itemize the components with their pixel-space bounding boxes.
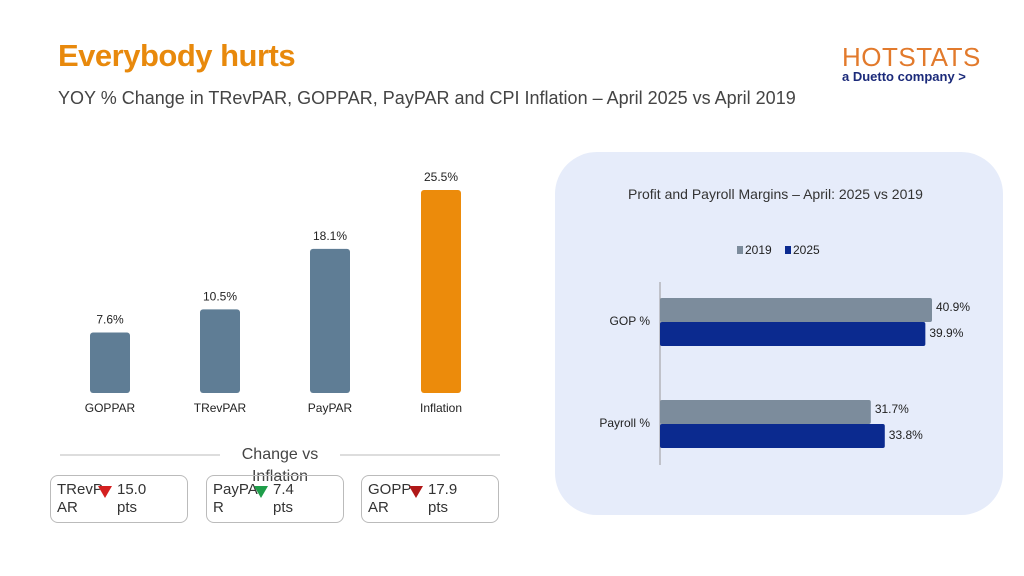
arrow xyxy=(409,486,423,498)
arrow-icon xyxy=(409,486,423,498)
bar xyxy=(90,332,130,393)
arrow xyxy=(254,486,268,498)
value-label: 31.7% xyxy=(875,402,909,416)
card-label: GOPPAR xyxy=(368,481,412,516)
x-tick-label: Inflation xyxy=(420,401,462,415)
bar xyxy=(310,248,350,393)
card-label: TRevPAR xyxy=(57,481,103,516)
arrow-icon xyxy=(98,486,112,498)
card-change: 17.9 pts xyxy=(428,481,458,516)
bar xyxy=(660,400,871,424)
bar xyxy=(660,298,932,322)
x-tick-label: TRevPAR xyxy=(194,401,247,415)
logo-tagline: a Duetto company > xyxy=(842,69,966,84)
subtitle: YOY % Change in TRevPAR, GOPPAR, PayPAR … xyxy=(58,88,796,108)
value-label: 40.9% xyxy=(936,300,970,314)
comparison-title: Change vs Inflation xyxy=(220,444,340,488)
card-label: PayPAR xyxy=(213,481,258,516)
bar xyxy=(660,322,926,346)
legend-swatch xyxy=(785,246,791,254)
legend-label: 2025 xyxy=(793,243,820,257)
logo: HOTSTATS xyxy=(842,42,981,72)
arrow-icon xyxy=(254,486,268,498)
bar xyxy=(200,309,240,393)
comparison-card: PayPAR 7.4 pts xyxy=(206,475,344,523)
card-change: 15.0 pts xyxy=(117,481,147,516)
value-label: 39.9% xyxy=(929,326,963,340)
chart-title: Profit and Payroll Margins – April: 2025… xyxy=(628,186,923,202)
title: Everybody hurts xyxy=(58,38,296,73)
arrow xyxy=(98,486,112,498)
bar xyxy=(421,190,461,393)
value-label: 10.5% xyxy=(203,290,237,304)
value-label: 18.1% xyxy=(313,229,347,243)
comparison-card: TRevPAR 15.0 pts xyxy=(50,475,188,523)
card-change: 7.4 pts xyxy=(273,481,294,516)
legend-swatch xyxy=(737,246,743,254)
x-tick-label: PayPAR xyxy=(308,401,353,415)
x-tick-label: GOPPAR xyxy=(85,401,136,415)
y-tick-label: Payroll % xyxy=(599,416,650,430)
y-tick-label: GOP % xyxy=(610,314,651,328)
comparison-card: GOPPAR 17.9 pts xyxy=(361,475,499,523)
value-label: 33.8% xyxy=(889,428,923,442)
bar xyxy=(660,424,885,448)
value-label: 25.5% xyxy=(424,170,458,184)
legend-label: 2019 xyxy=(745,243,772,257)
value-label: 7.6% xyxy=(96,313,124,327)
